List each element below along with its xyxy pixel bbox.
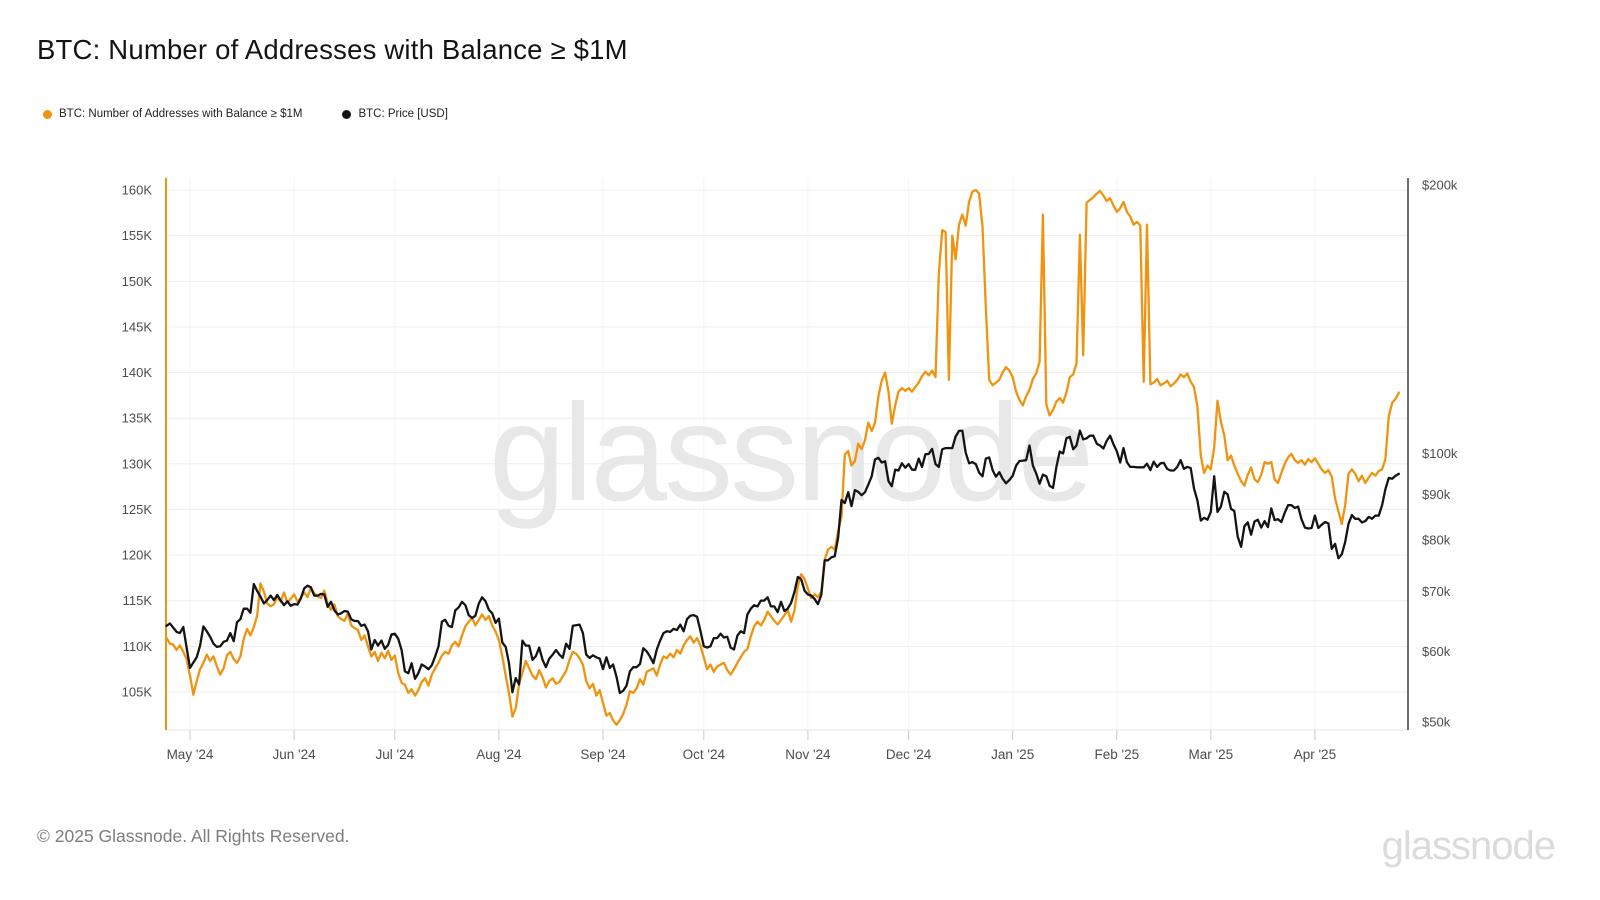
legend-item-addresses[interactable]: BTC: Number of Addresses with Balance ≥ … (43, 108, 302, 120)
page-title: BTC: Number of Addresses with Balance ≥ … (37, 34, 628, 65)
left-axis-tick-label: 115K (123, 593, 153, 608)
footer-copyright: © 2025 Glassnode. All Rights Reserved. (37, 826, 350, 846)
chart-legend: BTC: Number of Addresses with Balance ≥ … (43, 108, 448, 120)
price-series-line (165, 429, 1401, 695)
x-axis-tick-label: Jan '25 (991, 747, 1034, 762)
left-axis-tick-label: 105K (122, 685, 153, 700)
left-axis-tick-label: 150K (122, 274, 153, 289)
x-axis-tick-label: Nov '24 (785, 747, 831, 762)
left-axis-tick-label: 145K (122, 319, 153, 334)
right-axis-tick-label: $80k (1422, 533, 1451, 548)
right-axis-tick-label: $90k (1422, 487, 1451, 502)
glassnode-logo: glassnode (1381, 824, 1556, 868)
x-axis-tick-label: May '24 (167, 747, 214, 762)
left-axis-tick-label: 135K (122, 411, 153, 426)
left-axis-tick-label: 160K (122, 183, 153, 198)
left-axis-tick-label: 140K (122, 365, 153, 380)
right-axis-tick-label: $200k (1422, 178, 1458, 193)
x-axis-tick-label: Apr '25 (1294, 747, 1336, 762)
left-axis-tick-label: 130K (122, 456, 153, 471)
x-axis-tick-label: Feb '25 (1094, 747, 1139, 762)
legend-label-addresses: BTC: Number of Addresses with Balance ≥ … (59, 108, 303, 120)
right-axis-tick-label: $100k (1422, 446, 1458, 461)
x-axis-tick-label: Aug '24 (476, 747, 522, 762)
x-axis-tick-label: Dec '24 (886, 747, 932, 762)
left-axis-tick-label: 110K (123, 639, 153, 654)
right-axis-tick-label: $50k (1422, 715, 1451, 730)
right-axis-tick-label: $60k (1422, 644, 1451, 659)
legend-label-price: BTC: Price [USD] (358, 108, 448, 120)
x-axis-tick-label: Jul '24 (375, 747, 414, 762)
addresses-series-dot-icon (43, 109, 52, 119)
left-axis-tick-label: 125K (122, 502, 153, 517)
x-axis-tick-label: Sep '24 (580, 747, 626, 762)
left-axis-tick-label: 120K (122, 548, 153, 563)
watermark-text: glassnode (489, 376, 1091, 530)
left-axis-tick-label: 155K (122, 228, 153, 243)
legend-item-price[interactable]: BTC: Price [USD] (342, 108, 448, 120)
x-axis-tick-label: Jun '24 (273, 747, 317, 762)
addresses-series-line (165, 188, 1401, 726)
price-series-dot-icon (342, 109, 352, 119)
right-axis-tick-label: $70k (1422, 584, 1451, 599)
x-axis-tick-label: Oct '24 (683, 747, 726, 762)
x-axis-tick-label: Mar '25 (1189, 747, 1234, 762)
